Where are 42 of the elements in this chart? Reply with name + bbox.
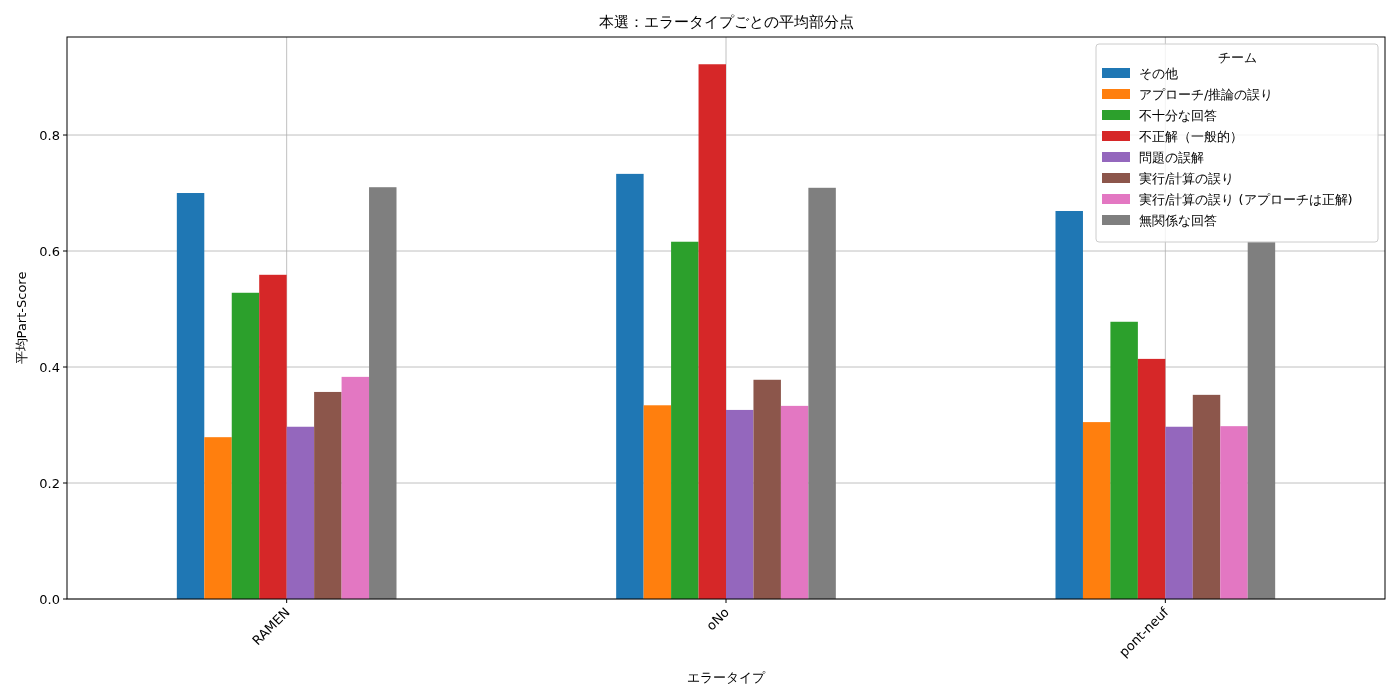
bar (1220, 426, 1248, 599)
legend-label: 不十分な回答 (1139, 108, 1217, 123)
legend-label: 不正解（一般的） (1139, 129, 1243, 144)
y-tick-label: 0.6 (39, 244, 60, 260)
bar (1165, 426, 1193, 599)
bar (1082, 422, 1111, 599)
bar (808, 187, 836, 599)
legend-label: 実行/計算の誤り (1139, 171, 1235, 186)
bar (1192, 394, 1221, 599)
legend-label: 問題の誤解 (1139, 150, 1204, 165)
bar (1110, 321, 1138, 599)
bar (314, 391, 342, 599)
y-tick-label: 0.2 (39, 476, 60, 491)
bar (369, 187, 397, 599)
bar (1137, 358, 1166, 599)
legend-label: アプローチ/推論の誤り (1139, 87, 1274, 102)
y-tick-label: 0.0 (39, 592, 60, 607)
bar (616, 173, 644, 599)
bar (1247, 241, 1276, 599)
bar (753, 379, 781, 599)
bar (698, 64, 726, 599)
legend-title: チーム (1217, 50, 1257, 65)
y-tick-label: 0.4 (39, 360, 60, 376)
bar (671, 241, 699, 599)
y-axis-title: 平均Part-Score (14, 271, 29, 365)
chart-title: 本選：エラータイプごとの平均部分点 (598, 13, 854, 31)
bar (286, 426, 315, 599)
bar (1055, 210, 1083, 599)
bar (643, 405, 672, 599)
bar (726, 409, 754, 599)
x-tick-label: oNo (703, 604, 733, 634)
bar (231, 292, 260, 599)
x-axis-title: エラータイプ (687, 670, 766, 685)
bar (780, 405, 809, 599)
bar (204, 437, 232, 599)
bar (176, 193, 205, 599)
y-tick-label: 0.8 (39, 128, 60, 144)
legend-label: 実行/計算の誤り (アプローチは正解) (1139, 192, 1353, 207)
bar (341, 376, 370, 599)
bar (259, 274, 287, 599)
legend-label: 無関係な回答 (1139, 213, 1217, 228)
legend-label: その他 (1139, 66, 1178, 81)
